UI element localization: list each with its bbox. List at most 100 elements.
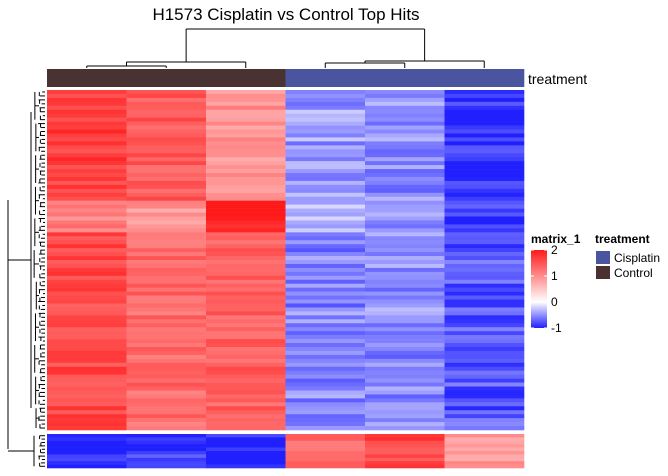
heatmap-cell — [206, 461, 286, 465]
heatmap-cell — [126, 343, 207, 348]
heatmap-cell — [126, 184, 207, 190]
heatmap-cell — [365, 267, 445, 273]
heatmap-cell — [444, 327, 525, 332]
heatmap-cell — [444, 358, 525, 364]
heatmap-cell — [126, 350, 207, 356]
heatmap-cell — [126, 331, 207, 336]
heatmap-cell — [365, 295, 445, 300]
heatmap-cell — [206, 335, 286, 340]
heatmap-cell — [47, 406, 127, 411]
heatmap-cell — [444, 236, 525, 241]
heatmap-cell — [206, 149, 286, 154]
heatmap-cell — [365, 188, 445, 194]
heatmap-cell — [206, 451, 286, 455]
color-scale-bar — [531, 250, 547, 328]
heatmap-cell — [47, 398, 127, 403]
heatmap-cell — [126, 303, 207, 308]
heatmap-cell — [206, 125, 286, 130]
heatmap-cell — [47, 323, 127, 328]
heatmap-cell — [47, 208, 127, 213]
heatmap-cell — [365, 252, 445, 257]
heatmap-cell — [444, 434, 525, 438]
heatmap-cell — [285, 390, 366, 395]
heatmap-cell — [47, 444, 127, 448]
heatmap-cell — [47, 184, 127, 190]
heatmap-cell — [285, 414, 366, 419]
heatmap-cell — [444, 271, 525, 277]
heatmap-cell — [285, 307, 366, 312]
heatmap-cell — [285, 287, 366, 292]
heatmap-cell — [206, 90, 286, 95]
heatmap-cell — [126, 307, 207, 312]
heatmap-cell — [285, 113, 366, 118]
heatmap-cell — [365, 440, 445, 445]
heatmap-cell — [126, 366, 207, 371]
heatmap-cell — [206, 414, 286, 419]
heatmap-cell — [365, 299, 445, 304]
heatmap-cell — [365, 311, 445, 316]
heatmap-cell — [285, 275, 366, 281]
heatmap-cell — [285, 184, 366, 190]
column-dendrogram — [86, 28, 485, 68]
heatmap-cell — [365, 418, 445, 423]
heatmap-cell — [206, 232, 286, 237]
heatmap-cell — [365, 93, 445, 99]
heatmap-cell — [47, 346, 127, 352]
heatmap-cell — [47, 295, 127, 300]
heatmap-cell — [365, 125, 445, 130]
heatmap-cell — [47, 327, 127, 332]
heatmap-cell — [285, 331, 366, 336]
heatmap-cell — [47, 394, 127, 399]
heatmap-cell — [285, 117, 366, 122]
heatmap-cell — [365, 260, 445, 265]
heatmap-cell — [126, 434, 207, 438]
heatmap-cell — [126, 263, 207, 269]
heatmap-cell — [126, 406, 207, 411]
heatmap-cell — [47, 454, 127, 459]
heatmap-cell — [47, 370, 127, 375]
heatmap-cell — [47, 133, 127, 138]
heatmap-cell — [444, 260, 525, 265]
heatmap-cell — [206, 390, 286, 395]
heatmap-cell — [126, 113, 207, 118]
heatmap-cell — [285, 141, 366, 146]
heatmap-cell — [206, 346, 286, 352]
heatmap-cell — [365, 101, 445, 107]
heatmap-cell — [285, 232, 366, 237]
heatmap-cell — [444, 161, 525, 166]
heatmap-cell — [285, 248, 366, 253]
heatmap-cell — [285, 224, 366, 229]
heatmap-cell — [126, 378, 207, 383]
heatmap-cell — [47, 461, 127, 465]
heatmap-cell — [285, 454, 366, 459]
heatmap-cell — [47, 228, 127, 233]
heatmap-cell — [285, 271, 366, 277]
heatmap-cell — [47, 457, 127, 462]
heatmap-cell — [444, 406, 525, 411]
heatmap-cell — [444, 451, 525, 455]
heatmap-cell — [365, 153, 445, 158]
heatmap-cell — [444, 437, 525, 442]
heatmap-cell — [206, 303, 286, 308]
heatmap-cell — [285, 299, 366, 304]
heatmap-cell — [444, 169, 525, 174]
heatmap-cell — [126, 358, 207, 364]
heatmap-cell — [365, 145, 445, 150]
heatmap-cell — [206, 275, 286, 281]
heatmap-cell — [365, 176, 445, 182]
heatmap-cell — [365, 157, 445, 162]
heatmap-cell — [285, 145, 366, 150]
heatmap-cell — [444, 93, 525, 99]
heatmap-cell — [126, 394, 207, 399]
heatmap-cell — [126, 457, 207, 462]
heatmap-cell — [444, 402, 525, 407]
heatmap-cell — [126, 216, 207, 221]
heatmap-cell — [285, 362, 366, 368]
heatmap-cell — [47, 402, 127, 407]
heatmap-cell — [126, 422, 207, 427]
heatmap-cell — [365, 90, 445, 95]
heatmap-cell — [365, 200, 445, 205]
heatmap-cell — [285, 220, 366, 225]
heatmap-cell — [47, 464, 127, 469]
heatmap-cell — [206, 180, 286, 186]
